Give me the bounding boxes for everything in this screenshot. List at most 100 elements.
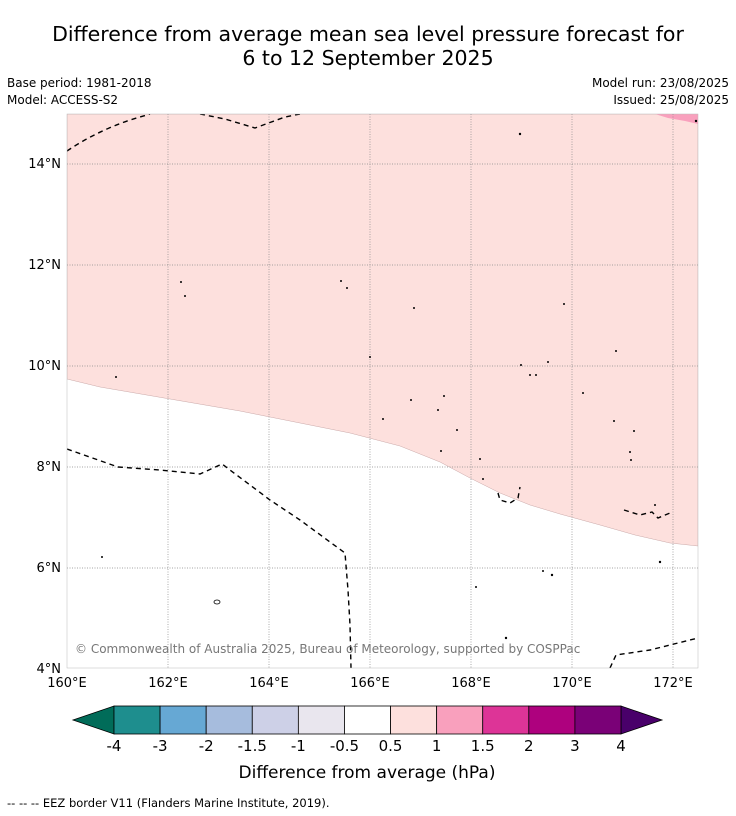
colorbar: -4 -3 -2 -1.5 -1 -0.5 0.5 1 1.5 2 3 4 — [71, 705, 664, 755]
map-frame — [66, 113, 699, 669]
colorbar-label: Difference from average (hPa) — [239, 763, 496, 783]
island — [658, 560, 662, 564]
copyright-notice: © Commonwealth of Australia 2025, Bureau… — [75, 642, 580, 656]
island — [542, 570, 544, 572]
colorbar-segment — [390, 705, 438, 735]
colorbar-tick-label: -1.5 — [238, 737, 267, 755]
island — [633, 430, 635, 432]
meta-right: Model run: 23/08/2025 Issued: 25/08/2025 — [592, 75, 729, 109]
lon-label: 162°E — [148, 676, 188, 691]
map-figure: © Commonwealth of Australia 2025, Bureau… — [28, 113, 699, 783]
eez-legend: -- -- -- EEZ border V11 (Flanders Marine… — [7, 796, 330, 810]
island — [529, 374, 531, 376]
colorbar-segment — [205, 705, 253, 735]
colorbar-tick-label: 4 — [616, 737, 626, 755]
colorbar-extend-high — [620, 705, 664, 735]
island — [413, 307, 415, 309]
colorbar-segment — [159, 705, 207, 735]
eez-border-east — [623, 509, 671, 519]
lon-label: 168°E — [451, 676, 491, 691]
colorbar-segment — [436, 705, 484, 735]
island-outline — [213, 599, 221, 605]
island — [482, 478, 484, 480]
island — [101, 556, 103, 558]
colorbar-extend-low — [71, 705, 115, 735]
meta-left: Base period: 1981-2018 Model: ACCESS-S2 — [7, 75, 152, 109]
title-line-2: 6 to 12 September 2025 — [242, 46, 494, 70]
base-period-label: Base period: 1981-2018 — [7, 76, 152, 90]
island — [630, 459, 632, 461]
island — [518, 132, 522, 136]
colorbar-tick-label: -0.5 — [330, 737, 359, 755]
colorbar-segment — [528, 705, 576, 735]
lat-label: 6°N — [37, 561, 62, 576]
eez-legend-symbol: -- -- -- — [7, 796, 40, 810]
island — [615, 350, 617, 352]
issued-label: Issued: 25/08/2025 — [613, 93, 729, 107]
anomaly-region-0-5-to-1 — [67, 114, 698, 547]
colorbar-segment — [297, 705, 345, 735]
island — [340, 280, 342, 282]
island — [479, 458, 481, 460]
island — [520, 364, 522, 366]
eez-border-islands — [497, 486, 521, 504]
eez-border-north-west — [67, 114, 151, 152]
island — [346, 287, 348, 289]
lon-label: 172°E — [653, 676, 693, 691]
eez-border-central — [67, 448, 352, 668]
map-title: Difference from average mean sea level p… — [0, 22, 736, 70]
island — [535, 374, 537, 376]
lat-labels: 14°N 12°N 10°N 8°N 6°N 4°N — [28, 157, 61, 677]
colorbar-tick-label: 2 — [524, 737, 534, 755]
colorbar-tick-label: 1 — [432, 737, 442, 755]
colorbar-tick-label: -4 — [107, 737, 122, 755]
island — [694, 119, 698, 123]
lon-label: 170°E — [552, 676, 592, 691]
island — [456, 429, 458, 431]
lat-label: 14°N — [28, 157, 61, 172]
model-run-label: Model run: 23/08/2025 — [591, 76, 729, 90]
island — [654, 504, 656, 506]
colorbar-segment — [113, 705, 161, 735]
island — [613, 420, 615, 422]
colorbar-tick-label: 0.5 — [379, 737, 403, 755]
lon-labels: 160°E 162°E 164°E 166°E 168°E 170°E 172°… — [47, 676, 693, 691]
colorbar-segment — [482, 705, 530, 735]
lon-label: 164°E — [249, 676, 289, 691]
island — [443, 395, 445, 397]
colorbar-tick-label: -3 — [153, 737, 168, 755]
colorbar-segment — [574, 705, 622, 735]
colorbar-segment — [251, 705, 299, 735]
title-line-1: Difference from average mean sea level p… — [52, 22, 684, 46]
eez-borders — [67, 114, 698, 668]
lat-label: 10°N — [28, 359, 61, 374]
colorbar-tick-label: -2 — [199, 737, 214, 755]
colorbar-tick-label: 1.5 — [471, 737, 495, 755]
islands — [101, 119, 698, 640]
island — [582, 392, 584, 394]
island — [369, 356, 371, 358]
colorbar-tick-label: -1 — [291, 737, 306, 755]
lat-label: 4°N — [37, 662, 62, 677]
colorbar-tick-label: 3 — [570, 737, 580, 755]
island — [410, 399, 412, 401]
island — [563, 303, 565, 305]
eez-border-south-east — [609, 637, 698, 668]
island — [504, 636, 508, 640]
island — [629, 451, 631, 453]
anomaly-region-1-to-1-5 — [655, 114, 698, 124]
island — [550, 573, 554, 577]
island — [437, 409, 439, 411]
lat-label: 8°N — [37, 460, 62, 475]
colorbar-segment — [344, 705, 391, 735]
eez-legend-text: EEZ border V11 (Flanders Marine Institut… — [42, 796, 330, 810]
lon-label: 166°E — [350, 676, 390, 691]
island — [180, 281, 182, 283]
island — [440, 450, 442, 452]
lon-label: 160°E — [47, 676, 87, 691]
island — [475, 586, 477, 588]
eez-border-north — [199, 114, 301, 129]
lat-label: 12°N — [28, 258, 61, 273]
map-area: © Commonwealth of Australia 2025, Bureau… — [67, 114, 698, 668]
graticule — [67, 114, 698, 668]
